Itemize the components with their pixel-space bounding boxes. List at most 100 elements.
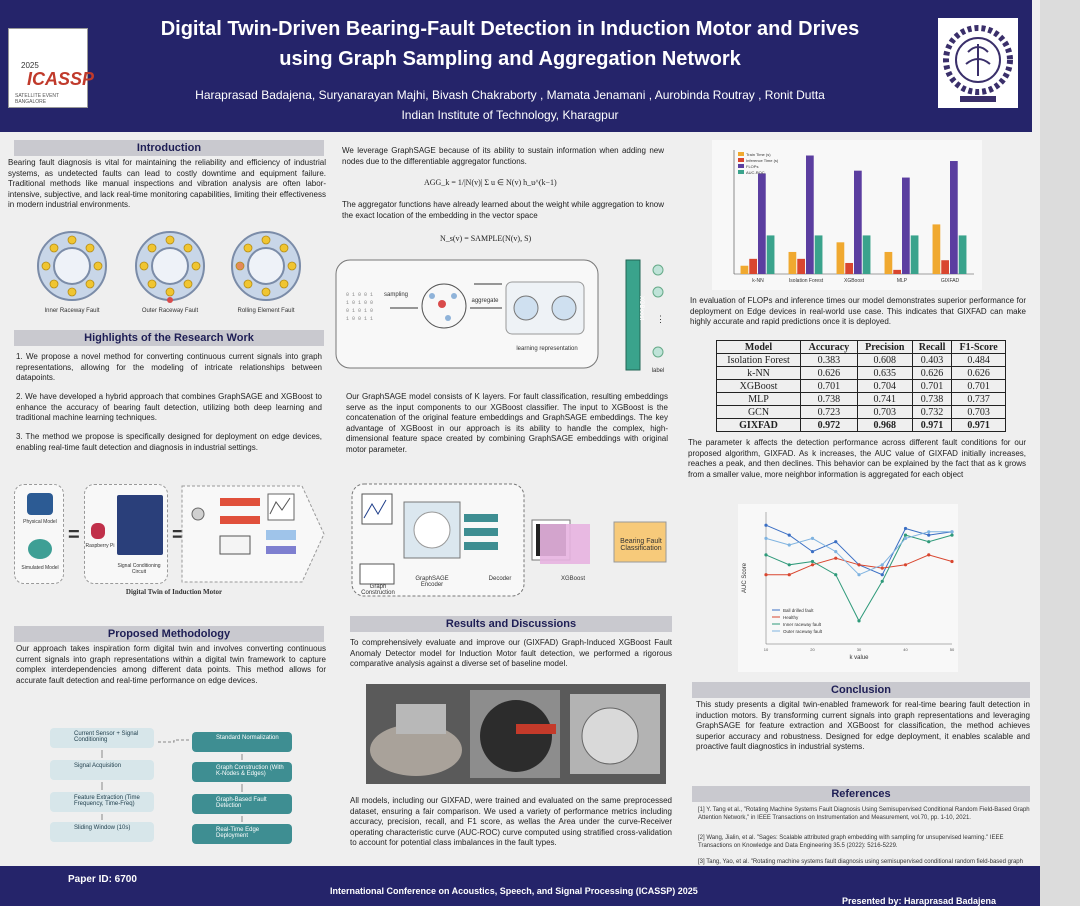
data-point	[834, 550, 838, 554]
bar	[941, 260, 949, 274]
cell: 0.484	[951, 353, 1006, 367]
y-axis-label: AUC Score	[742, 562, 748, 593]
bar	[902, 177, 910, 274]
bar	[788, 251, 797, 274]
bar	[862, 235, 871, 274]
physical-model-label: Physical Model	[23, 519, 57, 525]
cell: 0.971	[911, 418, 953, 432]
hardware-box: Raspberry Pi Signal Conditioning Circuit	[84, 484, 168, 584]
digital-twin-caption: Digital Twin of Induction Motor	[125, 588, 223, 596]
step-feature-extraction: Feature Extraction (Time Frequency, Time…	[50, 792, 154, 812]
outer-raceway-bearing-icon	[135, 231, 205, 303]
data-point	[950, 559, 954, 564]
fault-classification-label: Bearing Fault Classification	[620, 538, 662, 552]
graph-construction-label: Graph Construction	[361, 584, 395, 596]
data-point	[927, 553, 931, 557]
references-heading: References	[692, 786, 1030, 802]
conclusion-heading: Conclusion	[692, 682, 1030, 698]
graphsage-intro: We leverage GraphSAGE because of its abi…	[342, 146, 664, 166]
x-tick-label: 50	[950, 647, 955, 652]
x-tick-label: MLP	[897, 278, 908, 284]
cell: 0.723	[800, 405, 858, 419]
brain-icon	[28, 539, 52, 559]
logo-sub: SATELLITE EVENT BANGALORE	[15, 93, 59, 105]
bar	[740, 265, 749, 274]
data-point	[810, 550, 815, 554]
data-point	[787, 573, 791, 577]
introduction-body: Bearing fault diagnosis is vital for mai…	[8, 158, 326, 209]
bar	[797, 258, 805, 274]
legend-swatch	[738, 164, 744, 168]
data-point	[880, 579, 884, 583]
decoder-label: Decoder	[488, 576, 512, 582]
methodology-body: Our approach takes inspiration form digi…	[16, 644, 326, 685]
results-intro: To comprehensively evaluate and improve …	[350, 638, 672, 668]
highlights-heading: Highlights of the Research Work	[14, 330, 324, 346]
cell: 0.403	[911, 353, 953, 367]
aggregator-text: The aggregator functions have already le…	[342, 200, 664, 220]
circuit-board-icon	[117, 495, 163, 555]
data-point	[880, 563, 884, 567]
data-point	[764, 553, 768, 557]
methodology-flow: Current Sensor + Signal Conditioning Sig…	[50, 722, 310, 852]
pipeline-arrow-box	[180, 484, 326, 584]
cell: 0.704	[856, 379, 913, 393]
col-precision: Precision	[856, 340, 913, 354]
data-point	[810, 563, 815, 567]
graphsage-encoder-label: GraphSAGE Encoder	[415, 576, 449, 588]
step-graph-construction: Graph Construction (With K-Nodes & Edges…	[192, 762, 292, 782]
cell: 0.971	[951, 418, 1006, 432]
table-row: XGBoost 0.701 0.704 0.701 0.701	[715, 379, 1006, 393]
bar	[958, 235, 967, 274]
bar	[910, 235, 919, 274]
xgboost-bar-label: XGBoost	[638, 296, 644, 321]
data-point	[810, 559, 815, 564]
x-tick-label: XGBoost	[844, 278, 865, 284]
cell: 0.738	[800, 392, 858, 406]
bar	[854, 170, 862, 274]
logo-year: 2025	[21, 61, 39, 70]
bar	[932, 224, 941, 274]
data-point	[810, 536, 815, 540]
poster-footer: Paper ID: 6700 International Conference …	[0, 866, 1040, 906]
data-point	[787, 563, 791, 567]
model-description: Our GraphSAGE model consists of K layers…	[346, 392, 668, 454]
cell: 0.701	[951, 379, 1006, 393]
x-tick-label: k-NN	[752, 278, 764, 284]
flops-chart: k-NN Isolation Forest XGBoost MLP GIXFAD Trai…	[712, 140, 982, 290]
paper-id: Paper ID: 6700	[68, 874, 137, 885]
motor-icon	[27, 493, 53, 515]
legend-swatch	[738, 170, 744, 174]
svg-text:1 0 0 1 1: 1 0 0 1 1	[346, 316, 373, 322]
legend-label: Inference Time (s)	[746, 158, 779, 163]
flops-text: In evaluation of FLOPs and inference tim…	[690, 296, 1026, 326]
data-point	[764, 573, 768, 577]
x-tick-label: Isolation Forest	[789, 278, 824, 284]
x-tick-label: GIXFAD	[941, 278, 960, 284]
bar	[884, 251, 893, 274]
data-point	[787, 543, 791, 547]
data-point	[834, 573, 838, 577]
fault-label-outer: Outer Raceway Fault	[141, 308, 199, 314]
data-point	[927, 533, 931, 537]
bar	[814, 235, 823, 274]
col-model: Model	[715, 340, 802, 354]
highlight-item-3: 3. The method we propose is specifically…	[16, 432, 322, 452]
bar	[836, 242, 845, 274]
cell: 0.626	[800, 366, 858, 380]
raspberry-pi-icon	[91, 523, 105, 539]
cell: 0.738	[911, 392, 953, 406]
equals-sign-2: =	[172, 524, 184, 546]
cell: Isolation Forest	[715, 353, 802, 367]
legend-swatch	[738, 152, 744, 156]
legend-label: FLOPs	[746, 164, 758, 169]
data-point	[950, 530, 954, 534]
data-point	[764, 523, 768, 527]
cell: 0.737	[951, 392, 1006, 406]
cell: XGBoost	[715, 379, 802, 393]
x-axis-label: k value	[849, 655, 869, 661]
svg-text:0 1 0 1 0: 0 1 0 1 0	[346, 308, 373, 314]
bar	[806, 155, 814, 274]
table-row: k-NN 0.626 0.635 0.626 0.626	[715, 366, 1006, 380]
authors: Haraprasad Badajena, Suryanarayan Majhi,…	[195, 88, 825, 102]
